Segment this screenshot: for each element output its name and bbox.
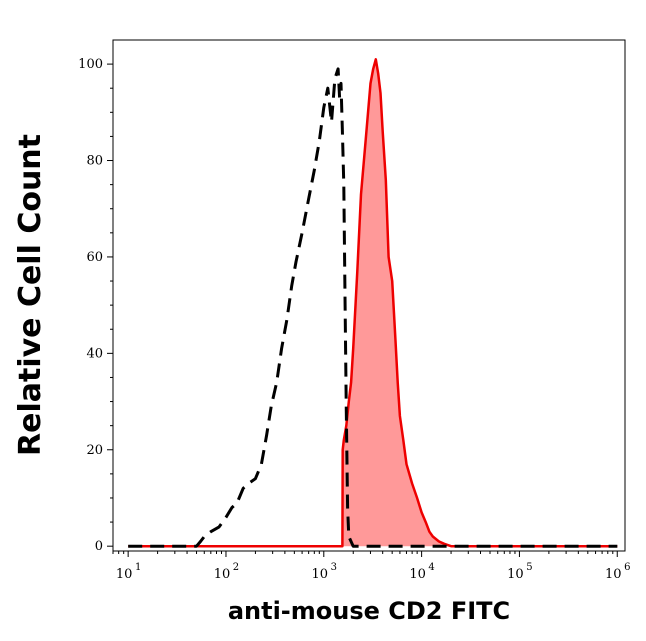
x-axis-label: anti-mouse CD2 FITC <box>228 597 510 625</box>
y-tick-label: 40 <box>86 346 103 361</box>
x-tick-label: 10 <box>605 567 622 582</box>
x-tick-exponent: 4 <box>428 562 434 573</box>
plot-frame <box>112 39 626 552</box>
y-tick-label: 60 <box>86 250 103 265</box>
x-tick-exponent: 1 <box>135 562 141 573</box>
x-tick-exponent: 6 <box>624 562 630 573</box>
x-tick-label: 10 <box>312 567 329 582</box>
y-tick-label: 0 <box>95 539 103 554</box>
y-tick-label: 100 <box>78 57 103 72</box>
dashed-control-histogram <box>128 67 618 548</box>
y-tick-label: 20 <box>86 443 103 458</box>
dashed-histogram-line <box>128 67 618 548</box>
x-tick-exponent: 3 <box>331 562 337 573</box>
x-tick-label: 10 <box>116 567 133 582</box>
x-axis-ticks: 10 1 10 2 10 3 10 4 10 5 10 6 <box>112 551 630 582</box>
red-histogram-line <box>128 58 618 548</box>
red-histogram <box>128 58 618 548</box>
y-axis-label: Relative Cell Count <box>13 134 48 456</box>
y-axis-ticks: 0 20 40 60 80 100 <box>78 57 113 554</box>
x-tick-label: 10 <box>214 567 231 582</box>
x-tick-exponent: 2 <box>233 562 239 573</box>
red-histogram-fill <box>128 59 618 547</box>
x-tick-exponent: 5 <box>526 562 532 573</box>
x-tick-label: 10 <box>409 567 426 582</box>
y-tick-label: 80 <box>86 154 103 169</box>
x-tick-label: 10 <box>507 567 524 582</box>
